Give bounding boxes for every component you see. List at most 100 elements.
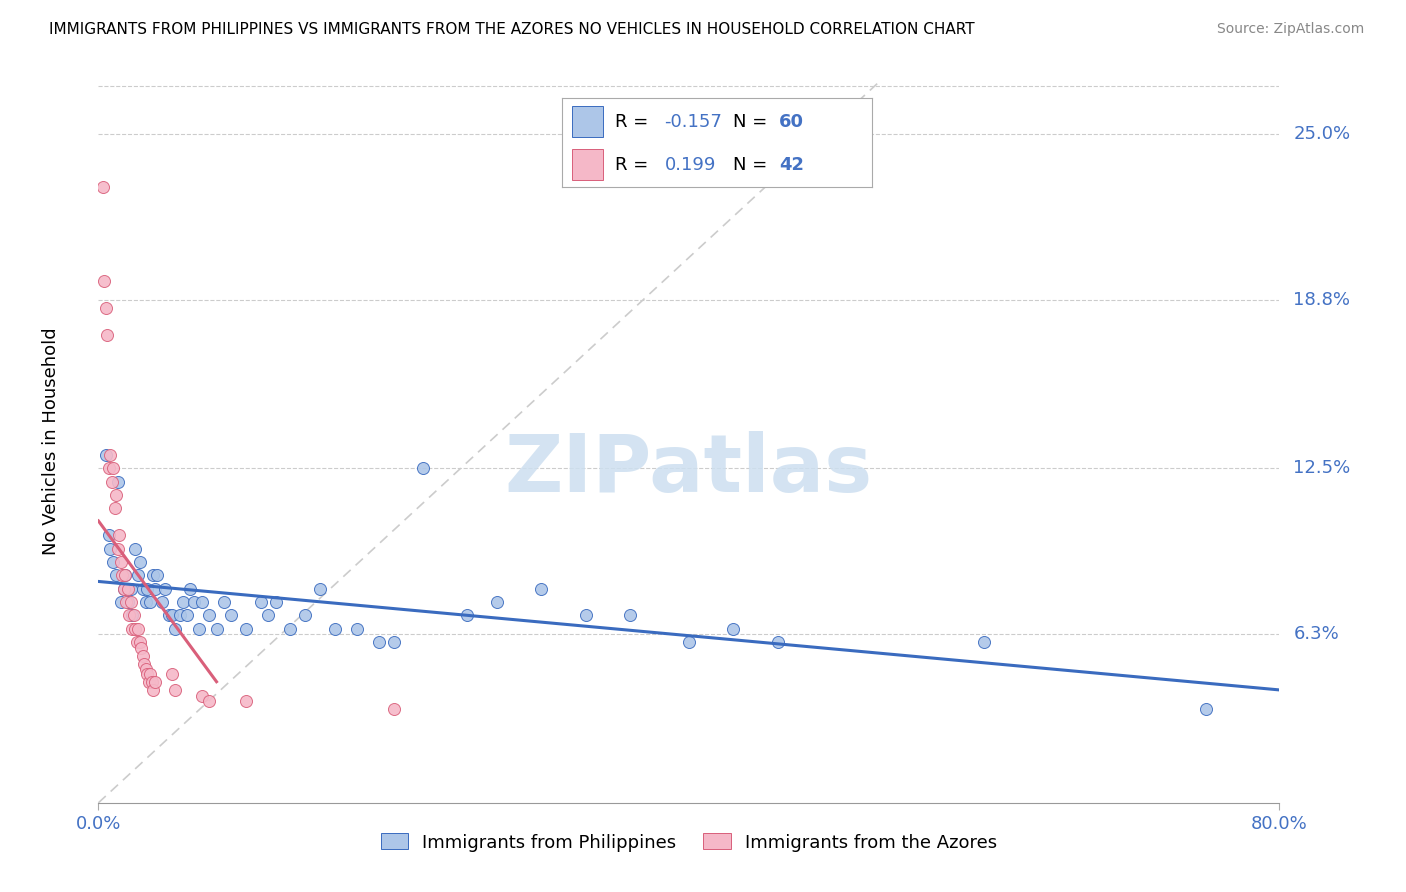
Point (169, 608, 191, 623)
Point (280, 622, 302, 636)
Point (107, 541, 129, 556)
Point (97, 528, 120, 542)
Point (98, 541, 121, 556)
Point (382, 702, 405, 716)
Point (412, 461, 434, 475)
Text: No Vehicles in Household: No Vehicles in Household (42, 327, 60, 556)
Point (104, 501, 127, 516)
Point (91, 180, 114, 194)
Point (309, 582, 332, 596)
Point (139, 667, 162, 681)
Text: N =: N = (733, 155, 772, 174)
Point (179, 582, 201, 596)
Point (136, 582, 159, 596)
Point (257, 608, 280, 623)
Point (368, 635, 391, 649)
Point (162, 608, 183, 623)
Point (157, 608, 180, 623)
Point (100, 475, 122, 489)
Text: -0.157: -0.157 (665, 112, 723, 131)
Text: R =: R = (614, 112, 654, 131)
Point (127, 622, 149, 636)
Point (115, 595, 138, 609)
Point (198, 694, 221, 708)
Point (150, 595, 173, 609)
Point (110, 595, 132, 609)
Point (129, 640, 152, 655)
Point (191, 595, 214, 609)
Point (198, 608, 221, 623)
Text: 25.0%: 25.0% (1294, 125, 1351, 143)
Point (121, 608, 143, 623)
Text: 6.3%: 6.3% (1294, 625, 1339, 643)
Point (457, 608, 479, 623)
Point (117, 595, 139, 609)
Point (187, 622, 209, 636)
Point (120, 582, 142, 596)
Point (619, 608, 641, 623)
Text: ZIPatlas: ZIPatlas (505, 432, 873, 509)
Point (205, 622, 228, 636)
Point (143, 582, 166, 596)
Point (114, 568, 136, 582)
Text: 0.199: 0.199 (665, 155, 716, 174)
Point (165, 683, 187, 698)
Point (486, 595, 509, 609)
Point (128, 555, 150, 569)
Text: Source: ZipAtlas.com: Source: ZipAtlas.com (1216, 22, 1364, 37)
Bar (572, 106, 603, 137)
Point (153, 582, 176, 596)
Point (110, 555, 132, 569)
Point (176, 608, 198, 623)
Point (125, 635, 148, 649)
Point (165, 622, 187, 636)
Point (146, 568, 169, 582)
Point (112, 582, 135, 596)
Point (114, 568, 136, 582)
Point (766, 635, 789, 649)
Point (135, 595, 157, 609)
Point (103, 555, 125, 569)
Point (264, 595, 287, 609)
Point (97, 461, 120, 475)
Point (191, 689, 214, 703)
Point (135, 662, 157, 676)
Point (124, 622, 146, 636)
Point (111, 568, 134, 582)
Point (973, 635, 995, 649)
Point (162, 667, 183, 681)
Point (105, 568, 128, 582)
Point (382, 635, 405, 649)
Text: 18.8%: 18.8% (1294, 291, 1350, 309)
Point (107, 475, 129, 489)
Point (323, 622, 346, 636)
Point (121, 622, 143, 636)
Point (117, 582, 139, 596)
Point (124, 541, 146, 556)
Point (575, 608, 598, 623)
Point (235, 694, 257, 708)
Bar (572, 149, 603, 180)
Point (346, 622, 368, 636)
Text: 42: 42 (779, 155, 804, 174)
Point (294, 608, 316, 623)
Point (136, 667, 159, 681)
Text: R =: R = (614, 155, 654, 174)
Point (134, 657, 156, 671)
Point (172, 595, 194, 609)
Point (128, 635, 150, 649)
Point (143, 675, 166, 690)
Text: IMMIGRANTS FROM PHILIPPINES VS IMMIGRANTS FROM THE AZORES NO VEHICLES IN HOUSEHO: IMMIGRANTS FROM PHILIPPINES VS IMMIGRANT… (49, 22, 974, 37)
Point (120, 595, 142, 609)
Point (138, 675, 160, 690)
Text: 12.5%: 12.5% (1294, 459, 1351, 477)
Point (105, 488, 128, 502)
Point (127, 568, 149, 582)
Point (103, 461, 125, 475)
Point (93, 274, 115, 288)
Point (212, 595, 235, 609)
Point (94, 448, 117, 462)
Point (235, 622, 257, 636)
Point (183, 595, 205, 609)
Point (723, 622, 745, 636)
